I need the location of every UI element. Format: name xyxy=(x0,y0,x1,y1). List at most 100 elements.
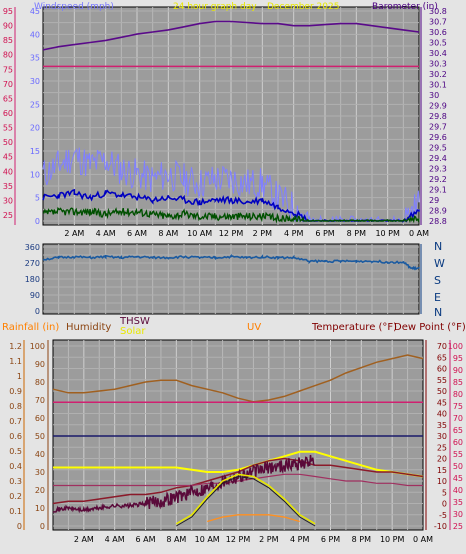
temp-tick: 65 xyxy=(437,353,447,362)
wind-tick: 35 xyxy=(30,54,40,63)
baro-tick: 29.7 xyxy=(429,123,447,132)
outer-temp-tick: 80 xyxy=(453,390,463,399)
wind-tick: 5 xyxy=(35,194,40,203)
temp-tick: 5 xyxy=(442,488,447,497)
rain-tick: 0.3 xyxy=(9,477,22,486)
outer-temp-tick: 25 xyxy=(453,522,463,531)
uv-label: UV xyxy=(247,322,261,333)
solar-label: Solar xyxy=(120,326,146,337)
baro-tick: 29 xyxy=(429,196,439,205)
x-tick: 6 PM xyxy=(321,535,340,544)
x-tick: 4 PM xyxy=(290,535,309,544)
rain-tick: 0.7 xyxy=(9,417,22,426)
outer-tick: 25 xyxy=(3,211,13,220)
humidity-tick: 20 xyxy=(35,486,45,495)
temp-tick: 50 xyxy=(437,387,447,396)
rain-tick: 1 xyxy=(17,372,22,381)
baro-tick: 29.6 xyxy=(429,133,447,142)
x-tick: 6 AM xyxy=(135,535,155,544)
temp-tick: 30 xyxy=(437,432,447,441)
outer-temp-tick: 90 xyxy=(453,366,463,375)
temp-tick: -10 xyxy=(434,522,447,531)
x-tick: 8 PM xyxy=(347,229,366,238)
outer-tick: 90 xyxy=(3,22,13,31)
baro-tick: 30.8 xyxy=(429,7,447,16)
outer-tick: 45 xyxy=(3,153,13,162)
humidity-tick: 70 xyxy=(35,396,45,405)
humidity-tick: 80 xyxy=(35,378,45,387)
outer-temp-tick: 35 xyxy=(453,498,463,507)
outer-tick: 75 xyxy=(3,65,13,74)
dew-label: Dew Point (°F) xyxy=(394,322,466,333)
humidity-tick: 0 xyxy=(40,522,45,531)
graph-title: 24 hour graph day xyxy=(173,2,257,12)
baro-tick: 28.9 xyxy=(429,207,447,216)
direction-series xyxy=(42,253,420,271)
x-tick: 2 PM xyxy=(253,229,272,238)
x-tick: 10 AM xyxy=(187,229,212,238)
baro-tick: 29.8 xyxy=(429,112,447,121)
wind-tick: 45 xyxy=(30,7,40,16)
avg-series xyxy=(42,206,420,224)
humidity-tick: 40 xyxy=(35,450,45,459)
rain-tick: 0.1 xyxy=(9,507,22,516)
humidity-series xyxy=(52,354,424,403)
outer-temp-tick: 30 xyxy=(453,510,463,519)
wind-label: Windspeed (mph) xyxy=(34,2,114,12)
baro-tick: 30.3 xyxy=(429,60,447,69)
rain-tick: 0.4 xyxy=(9,462,22,471)
outer-temp-tick: 40 xyxy=(453,486,463,495)
x-tick: 12 PM xyxy=(219,229,244,238)
baro-tick: 29.1 xyxy=(429,186,447,195)
rain-tick: 0.9 xyxy=(9,387,22,396)
outer-tick: 65 xyxy=(3,94,13,103)
outer-temp-tick: 85 xyxy=(453,378,463,387)
humidity-label: Humidity xyxy=(66,322,111,333)
x-tick: 4 AM xyxy=(96,229,116,238)
temp-tick: 10 xyxy=(437,477,447,486)
temp-tick: 55 xyxy=(437,376,447,385)
baro-tick: 30.7 xyxy=(429,18,447,27)
temp-tick: 25 xyxy=(437,443,447,452)
temp-tick: -5 xyxy=(439,511,447,520)
outer-temp-tick: 75 xyxy=(453,402,463,411)
x-tick: 2 AM xyxy=(74,535,94,544)
outer-tick: 30 xyxy=(3,196,13,205)
baro-tick: 30.4 xyxy=(429,49,447,58)
outer-temp-tick: 70 xyxy=(453,414,463,423)
temp-tick: 15 xyxy=(437,466,447,475)
temp-tick: 45 xyxy=(437,398,447,407)
uv-series xyxy=(207,514,300,523)
wind-tick: 25 xyxy=(30,100,40,109)
baro-tick: 30.6 xyxy=(429,28,447,37)
baro-tick: 28.8 xyxy=(429,217,447,226)
outer-tick: 40 xyxy=(3,167,13,176)
rain-tick: 0.6 xyxy=(9,432,22,441)
rain-tick: 0 xyxy=(17,522,22,531)
temperature-series xyxy=(52,457,424,505)
wind-tick: 30 xyxy=(30,77,40,86)
outer-tick: 55 xyxy=(3,124,13,133)
solar-outline xyxy=(176,475,316,527)
wind-tick: 20 xyxy=(30,124,40,133)
temp-label: Temperature (°F) xyxy=(311,322,397,333)
rain-label: Rainfall (in) xyxy=(2,322,59,333)
baro-tick: 30.1 xyxy=(429,81,447,90)
rain-tick: 0.5 xyxy=(9,447,22,456)
rain-tick: 0.8 xyxy=(9,402,22,411)
outer-tick: 60 xyxy=(3,109,13,118)
direction-tick: 360 xyxy=(25,243,40,252)
baro-tick: 30.5 xyxy=(429,39,447,48)
temp-tick: 60 xyxy=(437,365,447,374)
baro-tick: 29.3 xyxy=(429,165,447,174)
compass-w: W xyxy=(434,257,445,270)
temp-tick: 70 xyxy=(437,342,447,351)
thsw-series xyxy=(52,454,315,514)
compass-e: E xyxy=(434,291,441,304)
outer-tick: 50 xyxy=(3,138,13,147)
x-tick: 4 PM xyxy=(284,229,303,238)
baro-tick: 29.2 xyxy=(429,175,447,184)
temp-tick: 20 xyxy=(437,455,447,464)
outer-tick: 80 xyxy=(3,51,13,60)
